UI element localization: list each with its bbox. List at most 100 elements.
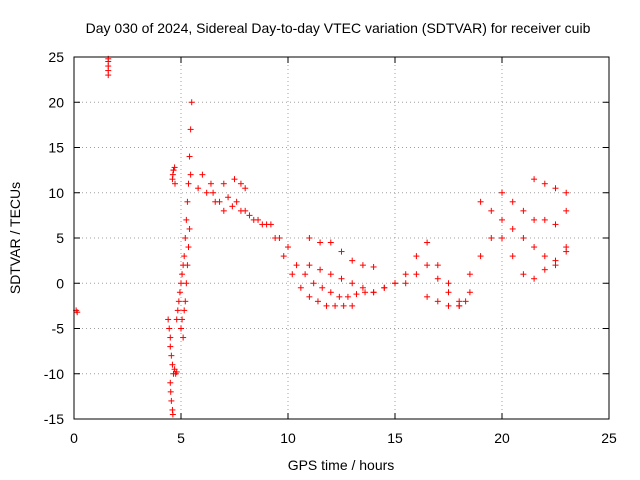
data-point <box>552 185 559 192</box>
data-point <box>466 289 473 296</box>
data-point <box>402 271 409 278</box>
data-point <box>434 275 441 282</box>
data-point <box>220 207 227 214</box>
data-point <box>167 334 174 341</box>
data-point <box>531 244 538 251</box>
data-point <box>445 289 452 296</box>
data-point <box>509 225 516 232</box>
data-point <box>349 280 356 287</box>
x-tick-label: 10 <box>280 430 296 446</box>
data-point <box>167 388 174 395</box>
data-point <box>178 325 184 332</box>
data-point <box>310 280 317 287</box>
x-tick-label: 15 <box>387 430 403 446</box>
data-point <box>541 266 548 273</box>
data-point <box>231 176 238 183</box>
data-point <box>186 225 193 232</box>
data-point <box>317 239 324 246</box>
data-point <box>183 280 190 287</box>
data-point <box>381 284 388 291</box>
x-tick-label: 20 <box>494 430 510 446</box>
data-point <box>267 221 274 228</box>
data-point <box>541 216 548 223</box>
chart-title: Day 030 of 2024, Sidereal Day-to-day VTE… <box>86 20 591 36</box>
data-point <box>188 99 195 106</box>
y-tick-label: -5 <box>52 321 65 337</box>
data-point <box>344 293 351 300</box>
data-point <box>233 198 240 205</box>
data-point <box>179 271 186 278</box>
data-point <box>509 253 516 260</box>
data-point <box>338 248 345 255</box>
data-point <box>182 298 189 305</box>
data-point <box>173 368 180 375</box>
grid <box>74 57 609 419</box>
data-point <box>563 207 570 214</box>
data-point <box>392 280 398 287</box>
data-point <box>184 198 191 205</box>
y-tick-label: 25 <box>48 49 64 65</box>
data-point <box>172 180 179 187</box>
y-tick-label: 0 <box>56 275 64 291</box>
x-tick-label: 25 <box>601 430 617 446</box>
data-point <box>563 244 570 251</box>
data-point <box>166 325 173 332</box>
x-axis-label: GPS time / hours <box>288 457 395 473</box>
data-point <box>327 271 334 278</box>
data-point <box>499 216 505 223</box>
data-point <box>332 302 339 309</box>
data-point <box>359 262 366 269</box>
data-point <box>176 289 183 296</box>
data-point <box>259 221 266 228</box>
data-point <box>552 221 559 228</box>
data-point <box>225 194 232 201</box>
data-point <box>170 167 177 174</box>
data-point <box>246 212 253 219</box>
data-point <box>353 291 360 298</box>
data-point <box>182 235 189 241</box>
data-point <box>216 198 223 205</box>
data-point <box>184 262 191 269</box>
data-point <box>499 235 505 241</box>
data-point <box>340 302 347 309</box>
data-point <box>210 189 217 196</box>
data-point <box>306 293 313 300</box>
y-ticks: -15 -10 -5 0 5 10 15 20 25 <box>44 49 609 427</box>
data-point <box>297 284 304 291</box>
data-point <box>362 289 369 296</box>
data-points <box>73 55 570 418</box>
data-point <box>183 216 190 223</box>
data-point <box>179 316 186 323</box>
y-tick-label: 15 <box>48 140 64 156</box>
x-tick-label: 0 <box>70 430 78 446</box>
data-point <box>314 298 321 305</box>
data-point <box>370 289 377 296</box>
data-point <box>187 171 194 178</box>
data-point <box>237 180 244 187</box>
y-tick-label: 10 <box>48 185 64 201</box>
data-point <box>370 263 377 270</box>
data-point <box>434 262 441 269</box>
y-tick-label: 5 <box>56 230 64 246</box>
y-tick-label: -10 <box>44 366 64 382</box>
data-point <box>445 302 452 309</box>
data-point <box>336 293 343 300</box>
data-point <box>462 298 469 305</box>
data-point <box>541 180 548 187</box>
data-point <box>199 171 206 178</box>
data-point <box>413 271 420 278</box>
data-point <box>165 316 172 323</box>
data-point <box>349 302 356 309</box>
data-point <box>424 293 431 300</box>
data-point <box>168 397 175 404</box>
data-point <box>207 180 214 187</box>
data-point <box>499 189 505 196</box>
data-point <box>424 262 431 269</box>
data-point <box>181 253 188 260</box>
x-tick-label: 5 <box>177 430 185 446</box>
data-point <box>185 244 192 251</box>
data-point <box>187 126 194 133</box>
data-point <box>168 352 175 359</box>
y-tick-label: 20 <box>48 94 64 110</box>
